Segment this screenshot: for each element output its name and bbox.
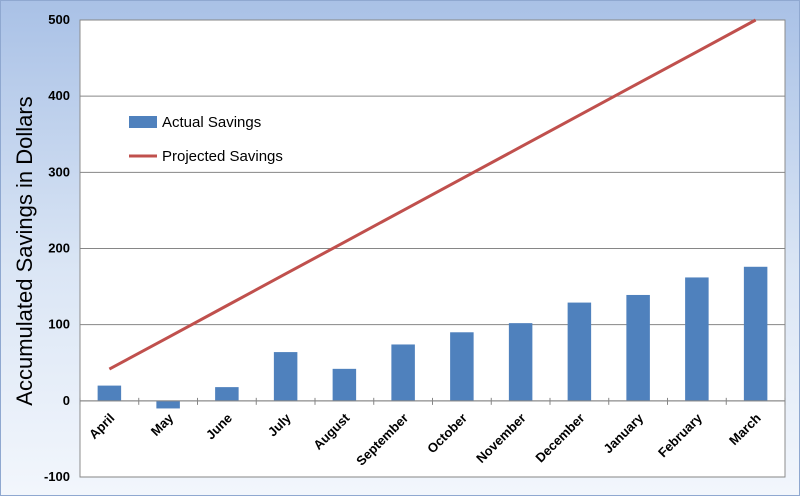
bar-november [508,323,533,401]
legend-swatch-actual [129,116,157,128]
bar-june [215,387,239,401]
legend-label-projected: Projected Savings [162,148,283,165]
bar-september [391,344,415,401]
bar-october [450,332,474,401]
y-tick-label: -100 [44,469,70,484]
bar-august [332,368,357,401]
y-tick-label: 500 [48,12,70,27]
y-tick-label: 300 [48,164,70,179]
y-tick-label: 200 [48,241,70,256]
y-tick-label: 0 [63,393,70,408]
y-tick-label: 400 [48,88,70,103]
y-axis-label: Accumulated Savings in Dollars [12,96,37,405]
bar-january [626,294,650,401]
projected-savings-line [108,18,757,371]
bar-march [743,266,768,401]
legend: Actual Savings Projected Savings [129,114,283,165]
y-tick-label: 100 [48,317,70,332]
bar-may [156,400,180,409]
bar-february [685,277,709,401]
bar-april [97,385,122,401]
bar-july [273,352,298,401]
legend-label-actual: Actual Savings [162,114,261,131]
bar-december [567,302,592,401]
